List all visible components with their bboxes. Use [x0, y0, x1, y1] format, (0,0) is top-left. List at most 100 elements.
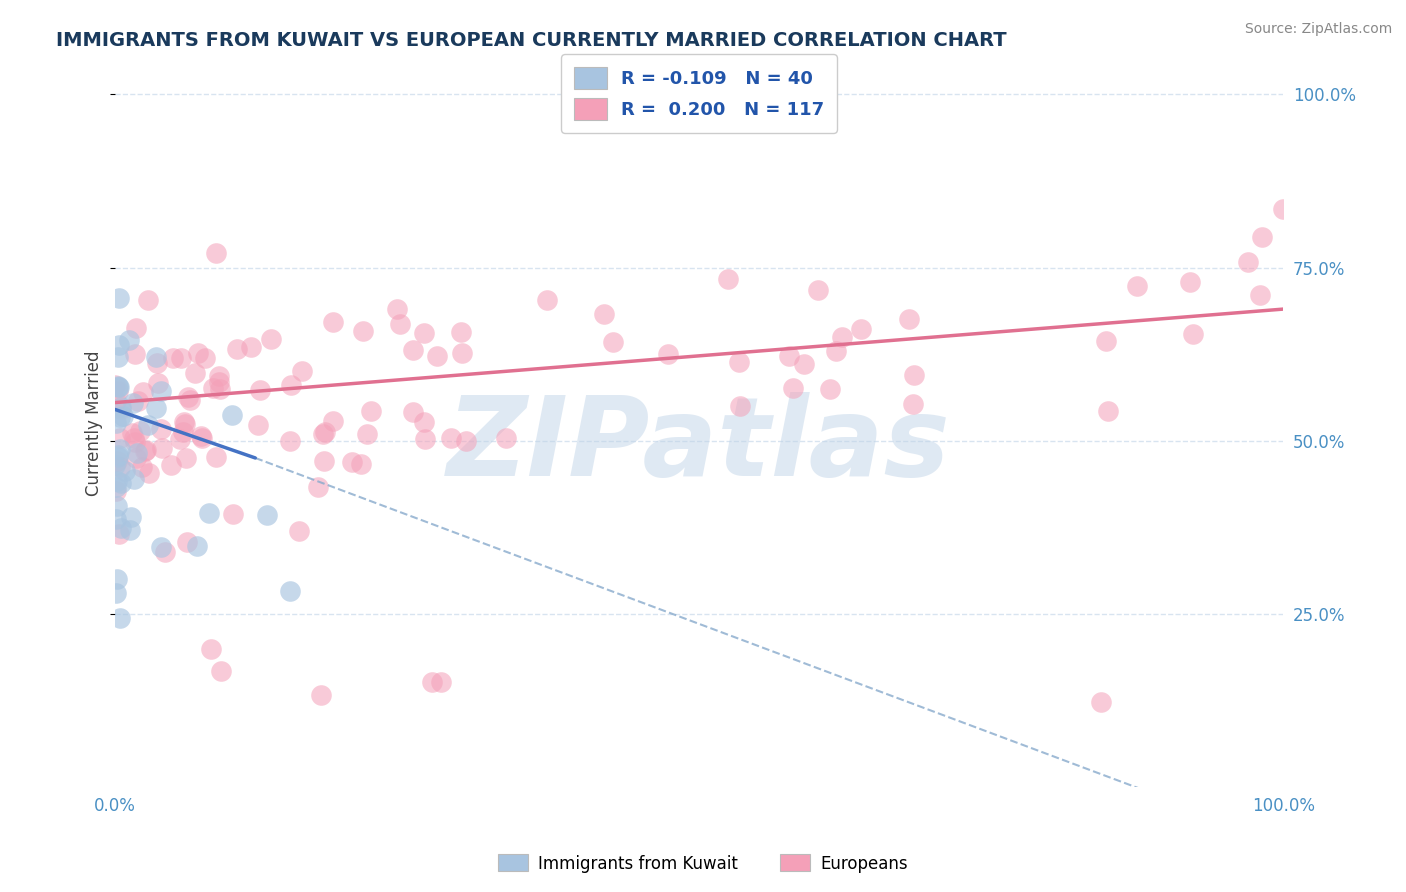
Point	[108, 610, 131, 624]
Point	[145, 401, 167, 415]
Point	[105, 572, 128, 586]
Point	[110, 400, 132, 414]
Point	[118, 333, 141, 347]
Point	[807, 284, 830, 298]
Point	[129, 425, 152, 439]
Point	[131, 384, 153, 399]
Point	[108, 526, 131, 541]
Point	[177, 390, 200, 404]
Point	[280, 378, 302, 392]
Point	[593, 307, 616, 321]
Point	[291, 364, 314, 378]
Text: Source: ZipAtlas.com: Source: ZipAtlas.com	[1244, 22, 1392, 37]
Point	[197, 506, 219, 520]
Point	[120, 510, 142, 524]
Point	[209, 665, 232, 679]
Legend: Immigrants from Kuwait, Europeans: Immigrants from Kuwait, Europeans	[492, 847, 914, 880]
Point	[412, 415, 434, 429]
Point	[135, 443, 157, 458]
Point	[1095, 334, 1118, 348]
Point	[356, 426, 378, 441]
Point	[602, 335, 624, 350]
Point	[146, 356, 169, 370]
Point	[108, 409, 131, 424]
Point	[1249, 288, 1271, 302]
Point	[246, 417, 269, 432]
Point	[107, 454, 129, 468]
Point	[131, 459, 153, 474]
Point	[385, 302, 408, 317]
Point	[1237, 255, 1260, 269]
Point	[107, 350, 129, 364]
Point	[190, 429, 212, 443]
Text: IMMIGRANTS FROM KUWAIT VS EUROPEAN CURRENTLY MARRIED CORRELATION CHART: IMMIGRANTS FROM KUWAIT VS EUROPEAN CURRE…	[56, 31, 1007, 50]
Point	[110, 475, 132, 490]
Point	[312, 426, 335, 441]
Point	[204, 246, 226, 260]
Point	[110, 521, 132, 535]
Point	[778, 349, 800, 363]
Point	[108, 431, 131, 445]
Point	[451, 346, 474, 360]
Point	[112, 409, 135, 424]
Point	[124, 434, 146, 449]
Point	[149, 422, 172, 436]
Point	[901, 397, 924, 411]
Point	[173, 415, 195, 429]
Point	[389, 317, 412, 331]
Point	[307, 480, 329, 494]
Point	[360, 403, 382, 417]
Point	[312, 453, 335, 467]
Point	[450, 325, 472, 339]
Point	[145, 350, 167, 364]
Point	[420, 675, 443, 690]
Point	[104, 586, 127, 600]
Point	[150, 441, 173, 455]
Point	[851, 322, 873, 336]
Point	[174, 450, 197, 465]
Point	[717, 272, 740, 286]
Point	[1097, 403, 1119, 417]
Point	[240, 340, 263, 354]
Point	[1182, 326, 1205, 341]
Point	[159, 458, 181, 472]
Point	[322, 315, 344, 329]
Point	[249, 383, 271, 397]
Point	[208, 369, 231, 384]
Point	[818, 382, 841, 396]
Point	[110, 401, 132, 416]
Point	[173, 417, 195, 431]
Point	[153, 545, 176, 559]
Point	[495, 431, 517, 445]
Point	[107, 338, 129, 352]
Point	[105, 500, 128, 514]
Point	[256, 508, 278, 522]
Point	[426, 349, 449, 363]
Point	[104, 479, 127, 493]
Point	[162, 351, 184, 365]
Point	[146, 376, 169, 391]
Point	[107, 380, 129, 394]
Point	[401, 405, 423, 419]
Point	[402, 343, 425, 357]
Point	[107, 448, 129, 462]
Point	[1272, 202, 1295, 217]
Point	[413, 326, 436, 340]
Point	[124, 451, 146, 466]
Point	[208, 382, 231, 396]
Point	[110, 442, 132, 457]
Point	[208, 376, 231, 390]
Point	[184, 366, 207, 380]
Point	[108, 291, 131, 305]
Point	[314, 425, 336, 439]
Point	[727, 355, 749, 369]
Point	[172, 425, 194, 439]
Y-axis label: Currently Married: Currently Married	[86, 351, 103, 496]
Point	[782, 381, 804, 395]
Point	[179, 392, 201, 407]
Point	[105, 474, 128, 488]
Point	[176, 534, 198, 549]
Point	[107, 384, 129, 398]
Point	[124, 347, 146, 361]
Point	[1178, 275, 1201, 289]
